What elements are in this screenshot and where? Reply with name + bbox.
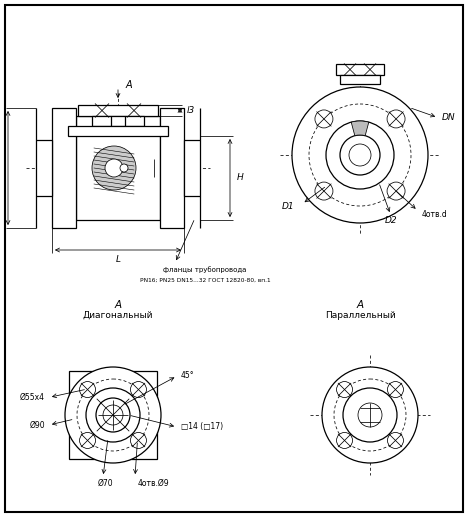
Circle shape [343, 388, 397, 442]
Circle shape [349, 144, 371, 166]
Bar [184, 140, 200, 196]
Circle shape [387, 182, 405, 200]
Text: A: A [115, 300, 122, 310]
Circle shape [86, 388, 140, 442]
Text: Параллельный: Параллельный [325, 311, 395, 320]
Bar [336, 64, 384, 75]
Circle shape [120, 164, 128, 172]
Circle shape [388, 382, 403, 398]
Text: D1: D1 [282, 202, 295, 211]
Text: A: A [126, 80, 132, 90]
Circle shape [105, 159, 123, 177]
Bar [68, 126, 168, 136]
Circle shape [131, 382, 146, 398]
Text: 4отв.Ø9: 4отв.Ø9 [138, 479, 169, 488]
Circle shape [315, 182, 333, 200]
Text: D3: D3 [0, 162, 2, 174]
Circle shape [80, 432, 95, 448]
Bar [340, 75, 380, 84]
Circle shape [326, 121, 394, 189]
Text: Ø90: Ø90 [29, 420, 45, 430]
Bar [78, 105, 158, 116]
Circle shape [103, 405, 123, 425]
Circle shape [336, 432, 352, 448]
Text: 45°: 45° [181, 371, 195, 379]
Text: □14 (□17): □14 (□17) [181, 422, 223, 432]
Text: PN16; PN25 DN15...32 ГОСТ 12820-80, вп.1: PN16; PN25 DN15...32 ГОСТ 12820-80, вп.1 [139, 278, 271, 282]
Circle shape [358, 403, 382, 427]
Text: D2: D2 [384, 217, 397, 225]
Text: фланцы трубопровода: фланцы трубопровода [163, 267, 247, 273]
Text: A: A [357, 300, 364, 310]
Circle shape [96, 398, 130, 432]
Bar [52, 108, 76, 228]
Circle shape [80, 382, 95, 398]
Circle shape [65, 367, 161, 463]
Circle shape [92, 146, 136, 190]
Text: DN: DN [442, 113, 456, 122]
Circle shape [315, 110, 333, 128]
Bar [36, 140, 52, 196]
Circle shape [292, 87, 428, 223]
Circle shape [387, 110, 405, 128]
Circle shape [322, 367, 418, 463]
Text: Диагональный: Диагональный [83, 311, 153, 320]
Text: Ø70: Ø70 [97, 479, 113, 488]
Text: Ø55x4: Ø55x4 [20, 393, 45, 402]
Text: L: L [116, 254, 120, 264]
Bar [76, 116, 160, 220]
Text: 4отв.d: 4отв.d [422, 210, 447, 219]
Bar [69, 371, 157, 459]
Text: H: H [237, 174, 244, 183]
Text: l3: l3 [187, 106, 195, 115]
Bar [92, 116, 144, 126]
Circle shape [131, 432, 146, 448]
Circle shape [340, 135, 380, 175]
Circle shape [388, 432, 403, 448]
Wedge shape [351, 121, 369, 135]
Circle shape [336, 382, 352, 398]
Bar [160, 108, 184, 228]
